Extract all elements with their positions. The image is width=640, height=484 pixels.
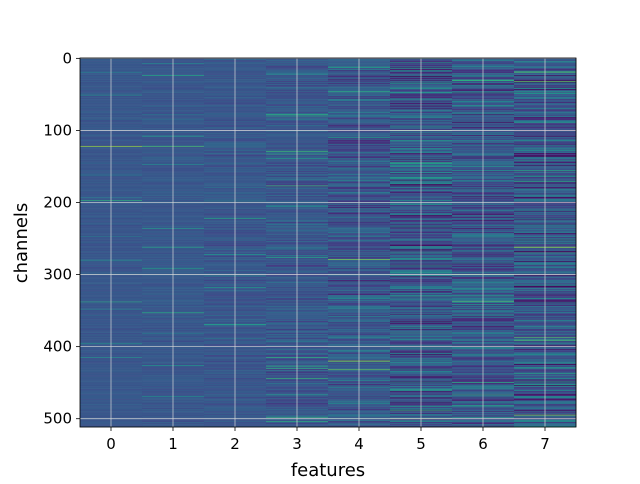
y-tick-label: 0 [62,49,72,67]
x-tick-label: 1 [168,435,178,453]
y-tick-label: 500 [43,410,72,428]
x-axis-label: features [291,460,365,480]
y-axis-label: channels [11,203,32,284]
y-tick-label: 200 [43,194,72,212]
x-tick-label: 4 [354,435,364,453]
y-tick-label: 300 [43,266,72,284]
y-axis-ticks: 0 100 200 300 400 500 [43,49,80,428]
y-tick-label: 100 [43,121,72,139]
x-tick-label: 2 [230,435,240,453]
x-tick-label: 6 [478,435,488,453]
x-tick-label: 7 [540,435,550,453]
y-tick-label: 400 [43,338,72,356]
plot-frame [79,57,577,428]
x-tick-label: 5 [416,435,426,453]
x-axis-ticks: 0 1 2 3 4 5 6 7 [106,427,550,453]
heatmap-cells [80,58,577,428]
x-tick-label: 0 [106,435,116,453]
x-tick-label: 3 [292,435,302,453]
grid-lines [80,57,576,427]
